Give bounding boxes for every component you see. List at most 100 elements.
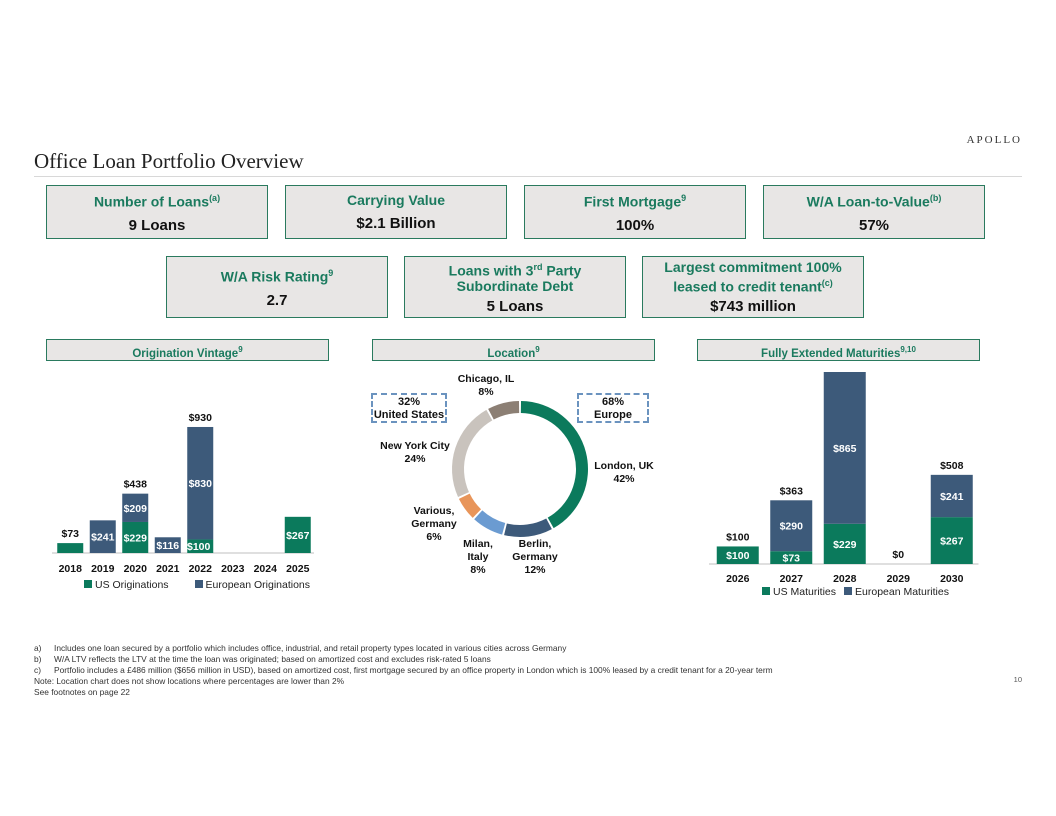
bar-label-europe-2028: $865	[833, 443, 857, 455]
origination-vintage-chart: $73 2018 $241 2019 $229 $209 $438 2020 $116 2021 $…	[52, 412, 314, 575]
brand-logo: APOLLO	[966, 134, 1022, 146]
kpi-risk-rating: W/A Risk Rating9 2.7	[166, 256, 388, 318]
donut-label-various-germany-1: Germany	[411, 518, 457, 530]
bar-us-2026	[716, 546, 759, 564]
donut-label-berlin-germany-0: Berlin,	[519, 538, 552, 550]
bar-us-2020	[122, 521, 149, 553]
kpi-value: $2.1 Billion	[356, 215, 436, 232]
donut-label-milan-italy-pct: 8%	[470, 564, 486, 576]
bar-total-2027: $363	[780, 485, 804, 497]
note-see-footnotes: See footnotes on page 22	[34, 687, 130, 697]
bar-total-2022: $930	[189, 412, 213, 424]
footnote-c: c) Portfolio includes a £486 million ($65…	[34, 665, 773, 675]
x-tick-2028: 2028	[833, 573, 857, 585]
kpi-value: 5 Loans	[486, 298, 544, 316]
kpi-value: 9 Loans	[128, 216, 186, 234]
section-origination-vintage: Origination Vintage9	[46, 339, 329, 361]
bar-europe-2019	[89, 520, 116, 553]
donut-label-london-uk-0: London, UK	[594, 460, 654, 472]
x-tick-2024: 2024	[254, 563, 278, 575]
footnote-a: a) Includes one loan secured by a portfol…	[34, 643, 567, 653]
donut-slice-milan-italy	[474, 510, 506, 535]
kpi-loan-to-value: W/A Loan-to-Value(b) 57%	[763, 185, 985, 239]
donut-slice-berlin-germany	[504, 518, 552, 537]
donut-label-new-york-city-pct: 24%	[404, 453, 426, 465]
bar-label-us-2030: $267	[940, 536, 964, 548]
bar-total-2030: $508	[940, 460, 964, 472]
x-tick-2021: 2021	[156, 563, 180, 575]
x-tick-2023: 2023	[221, 563, 245, 575]
bar-europe-2027	[770, 500, 813, 552]
bar-label-us-2027: $73	[782, 553, 800, 565]
bar-total-2029: $0	[892, 549, 904, 561]
section-maturities: Fully Extended Maturities9,10	[697, 339, 980, 361]
note-location: Note: Location chart does not show locat…	[34, 676, 345, 686]
bar-label-europe-2021: $116	[156, 540, 179, 552]
donut-label-berlin-germany-1: Germany	[512, 551, 558, 563]
us-callout: 32% United States	[371, 393, 447, 423]
kpi-first-mortgage: First Mortgage9 100%	[524, 185, 746, 239]
donut-label-milan-italy-1: Italy	[467, 551, 488, 563]
europe-callout: 68% Europe	[577, 393, 649, 423]
legend-european-maturities: European Maturities	[844, 586, 949, 598]
vintage-legend: US Originations European Originations	[84, 579, 310, 591]
kpi-subordinate-debt: Loans with 3rd Party Subordinate Debt 5 L…	[404, 256, 626, 318]
bar-total-2020: $438	[124, 479, 148, 491]
donut-slice-london-uk	[520, 401, 588, 529]
bar-europe-2020	[122, 493, 149, 522]
maturities-legend: US Maturities European Maturities	[762, 586, 949, 598]
bar-label-us-2022: $100	[187, 541, 211, 553]
bar-us-2018	[57, 543, 84, 553]
kpi-largest-commitment: Largest commitment 100% leased to credit …	[642, 256, 864, 318]
bar-label-us-2020: $229	[124, 532, 148, 544]
donut-label-london-uk-pct: 42%	[613, 473, 635, 485]
donut-label-various-germany-pct: 6%	[426, 531, 442, 543]
x-tick-2025: 2025	[286, 563, 310, 575]
bar-total-2028: $1,094	[829, 368, 861, 369]
bar-us-2030	[930, 517, 973, 564]
kpi-carrying-value: Carrying Value $2.1 Billion	[285, 185, 507, 239]
legend-us-originations: US Originations	[84, 579, 169, 591]
x-tick-2022: 2022	[189, 563, 213, 575]
x-tick-2029: 2029	[887, 573, 911, 585]
donut-label-chicago-il-0: Chicago, IL	[458, 373, 515, 385]
bar-total-2026: $100	[726, 531, 750, 543]
x-tick-2026: 2026	[726, 573, 750, 585]
bar-label-us-2028: $229	[833, 539, 857, 551]
bar-us-2027	[770, 551, 813, 564]
kpi-value: 57%	[858, 216, 890, 234]
legend-us-maturities: US Maturities	[762, 586, 836, 598]
bar-europe-2030	[930, 474, 973, 518]
bar-label-europe-2022: $830	[189, 478, 213, 490]
x-tick-2018: 2018	[59, 563, 83, 575]
x-tick-2019: 2019	[91, 563, 115, 575]
legend-european-originations: European Originations	[194, 579, 310, 591]
kpi-value: 100%	[615, 216, 655, 234]
kpi-value: 2.7	[266, 291, 288, 309]
donut-label-milan-italy-0: Milan,	[463, 538, 493, 550]
bar-label-europe-2019: $241	[91, 532, 115, 544]
bar-europe-2028	[823, 372, 866, 524]
donut-label-various-germany-0: Various,	[414, 505, 455, 517]
bar-us-2028	[823, 523, 866, 564]
footnotes: a) Includes one loan secured by a portfol…	[34, 643, 773, 698]
x-tick-2020: 2020	[124, 563, 148, 575]
donut-label-berlin-germany-pct: 12%	[524, 564, 546, 576]
bar-label-europe-2020: $209	[124, 503, 148, 515]
section-location: Location9	[372, 339, 655, 361]
x-tick-2027: 2027	[780, 573, 804, 585]
bar-europe-2021	[154, 537, 181, 553]
bar-us-2025	[284, 516, 311, 553]
bar-label-us-2025: $267	[286, 530, 310, 542]
location-donut-chart: London, UK42%Berlin,Germany12%Milan,Ital…	[380, 373, 654, 576]
title-divider	[34, 176, 1022, 177]
bar-label-europe-2030: $241	[940, 491, 964, 503]
page-title: Office Loan Portfolio Overview	[34, 149, 304, 173]
kpi-value: $743 million	[710, 298, 796, 316]
donut-label-chicago-il-pct: 8%	[478, 386, 494, 398]
footnote-b: b) W/A LTV reflects the LTV at the time t…	[34, 654, 491, 664]
bar-total-2018: $73	[61, 528, 79, 540]
bar-label-europe-2027: $290	[780, 521, 804, 533]
kpi-number-of-loans: Number of Loans(a) 9 Loans	[46, 185, 268, 239]
page-number: 10	[1013, 675, 1022, 684]
